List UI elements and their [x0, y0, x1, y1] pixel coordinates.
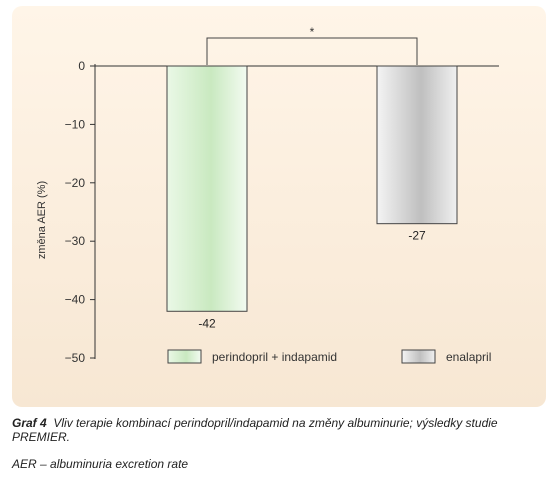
bar-data-label: -27	[408, 229, 426, 243]
legend-label: perindopril + indapamid	[212, 350, 337, 364]
legend-label: enalapril	[446, 350, 491, 364]
significance-bracket	[206, 37, 418, 65]
y-tick-label: −40	[65, 293, 86, 307]
bar-chart: 0 −10 −20 −30 −40 −50 -42 -27 * perindopril + i…	[36, 25, 499, 365]
caption-text: Vliv terapie kombinací perindopril/indap…	[12, 416, 498, 444]
bar	[376, 65, 458, 225]
y-tick-label: −50	[65, 351, 86, 365]
significance-marker: *	[310, 25, 315, 39]
y-tick-label: 0	[78, 59, 85, 73]
figure-caption: Graf 4 Vliv terapie kombinací perindopri…	[12, 416, 546, 444]
footnote: AER – albuminuria excretion rate	[12, 457, 189, 471]
legend-swatch	[167, 349, 202, 364]
y-axis-title: změna AER (%)	[36, 181, 48, 259]
caption-label: Graf 4	[12, 416, 47, 430]
legend-swatch	[401, 349, 436, 364]
bar-data-label: -42	[198, 316, 216, 330]
bar	[166, 65, 248, 312]
y-tick-label: −30	[65, 234, 86, 248]
y-tick-label: −20	[65, 176, 86, 190]
chart-panel: 0 −10 −20 −30 −40 −50 -42 -27 * perindopril + i…	[12, 6, 546, 407]
y-tick-label: −10	[65, 117, 86, 131]
